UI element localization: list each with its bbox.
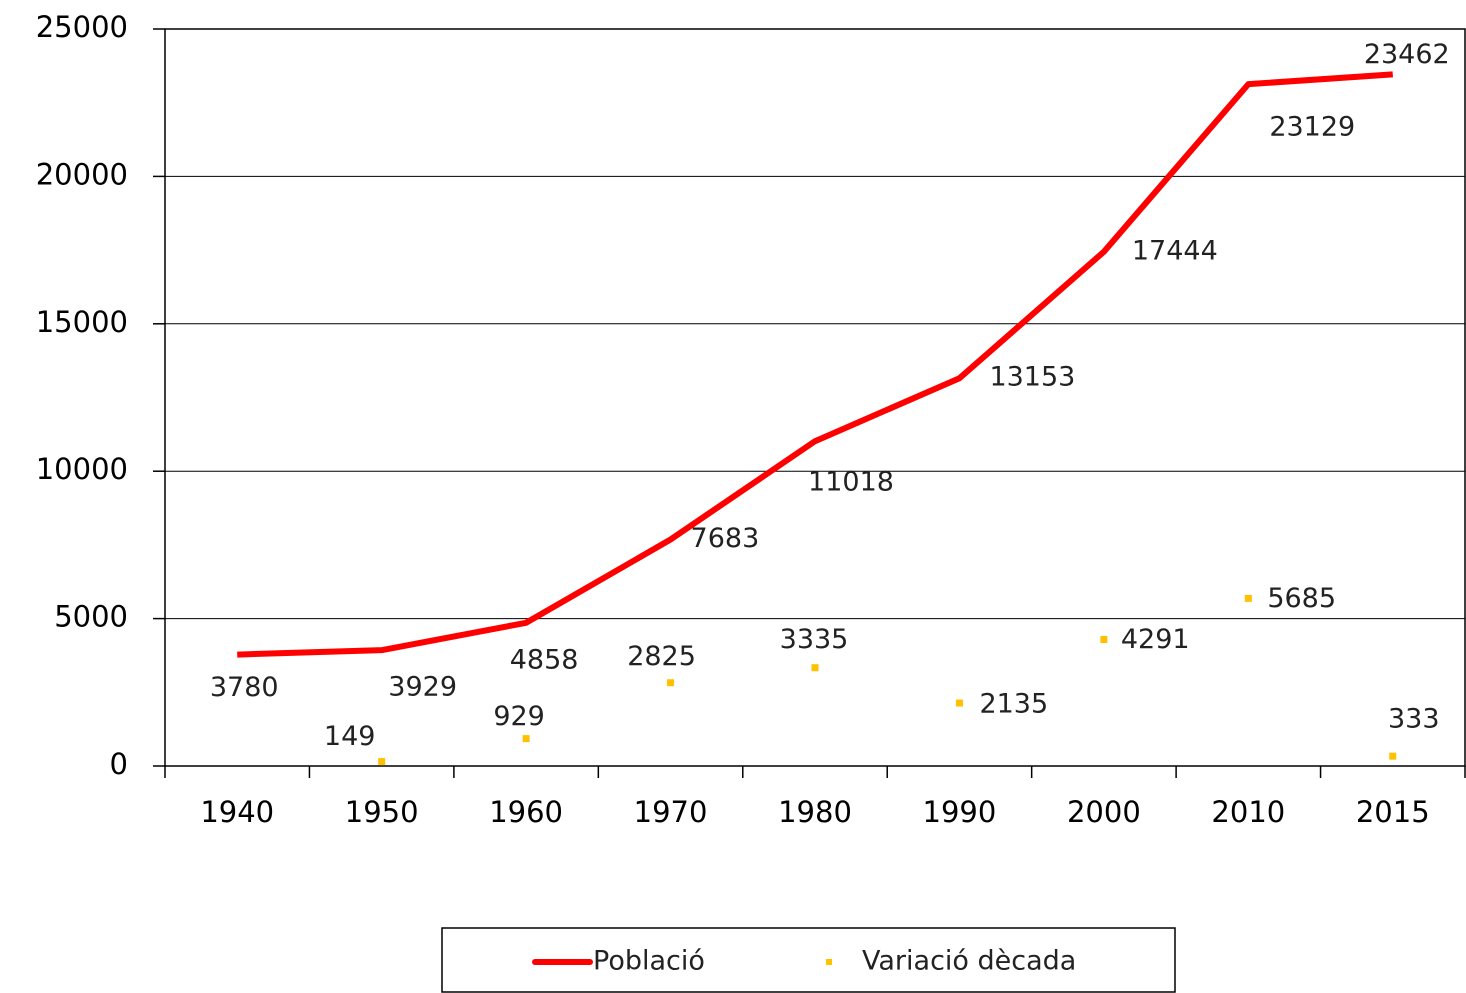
x-tick-label: 2015 (1356, 795, 1430, 829)
point (1100, 636, 1108, 644)
y-tick-label: 25000 (36, 10, 128, 44)
data-label: 7683 (691, 523, 760, 554)
data-label: 13153 (989, 362, 1075, 393)
data-label: 929 (493, 701, 545, 732)
legend-swatch (826, 959, 832, 965)
data-label: 3335 (780, 624, 849, 655)
legend-label: Variació dècada (862, 946, 1076, 977)
y-tick-label: 5000 (54, 600, 128, 634)
x-tick-label: 1980 (778, 795, 852, 829)
y-tick-label: 10000 (36, 452, 128, 486)
data-label: 333 (1388, 704, 1440, 735)
x-tick-label: 1940 (200, 795, 274, 829)
data-label: 3929 (388, 672, 457, 703)
data-label: 23462 (1364, 39, 1450, 70)
x-tick-label: 2010 (1211, 795, 1285, 829)
point (378, 758, 386, 766)
data-label: 3780 (210, 672, 279, 703)
y-tick-label: 15000 (36, 305, 128, 339)
data-label: 2825 (627, 641, 696, 672)
x-tick-label: 1990 (923, 795, 997, 829)
data-label: 23129 (1269, 112, 1355, 143)
data-label: 2135 (979, 689, 1048, 720)
legend-label: Població (593, 946, 705, 977)
x-tick-label: 1950 (345, 795, 419, 829)
data-label: 4291 (1121, 624, 1190, 655)
line (237, 71, 1393, 658)
data-label: 11018 (808, 467, 894, 498)
x-tick-label: 1970 (634, 795, 708, 829)
data-label: 5685 (1267, 583, 1336, 614)
point (522, 735, 530, 743)
point (811, 664, 819, 672)
point (1389, 752, 1397, 760)
y-tick-label: 0 (110, 747, 128, 781)
point (955, 699, 963, 707)
data-label: 149 (324, 721, 376, 752)
point (1244, 594, 1252, 602)
plot-border (164, 28, 1466, 767)
data-label: 17444 (1132, 235, 1218, 266)
x-tick-label: 2000 (1067, 795, 1141, 829)
data-label: 4858 (510, 644, 579, 675)
x-tick-label: 1960 (489, 795, 563, 829)
y-tick-label: 20000 (36, 157, 128, 191)
point (667, 679, 675, 687)
